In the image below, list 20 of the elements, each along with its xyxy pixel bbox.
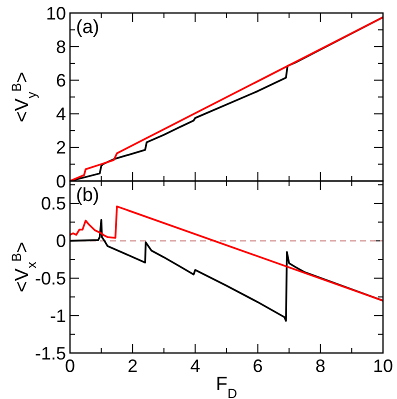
x-axis-title: F$_{D}$ (216, 374, 238, 399)
y-tick-label: 0.5 (40, 194, 66, 214)
y-tick-label: 10 (46, 3, 66, 24)
annotation: (b) (76, 185, 100, 206)
x-tick-label: 8 (315, 356, 326, 376)
x-tick-label: 4 (190, 356, 200, 376)
x-tick-label: 10 (372, 356, 394, 376)
y-tick-label: 8 (56, 36, 66, 57)
y-tick-label: -0.5 (34, 268, 66, 289)
y-tick-label: -1 (50, 306, 66, 326)
y-tick-label: -1.5 (34, 343, 66, 364)
line-series (70, 206, 383, 302)
x-tick-label: 6 (252, 356, 263, 376)
y-tick-label: 6 (56, 70, 66, 90)
y-tick-label: 0 (56, 171, 66, 192)
y-tick-label: 0 (56, 231, 66, 252)
y-tick-label: 2 (56, 138, 66, 158)
annotation: (a) (76, 17, 100, 38)
y-tick-label: 4 (56, 104, 66, 124)
x-tick-label: 2 (128, 356, 138, 376)
